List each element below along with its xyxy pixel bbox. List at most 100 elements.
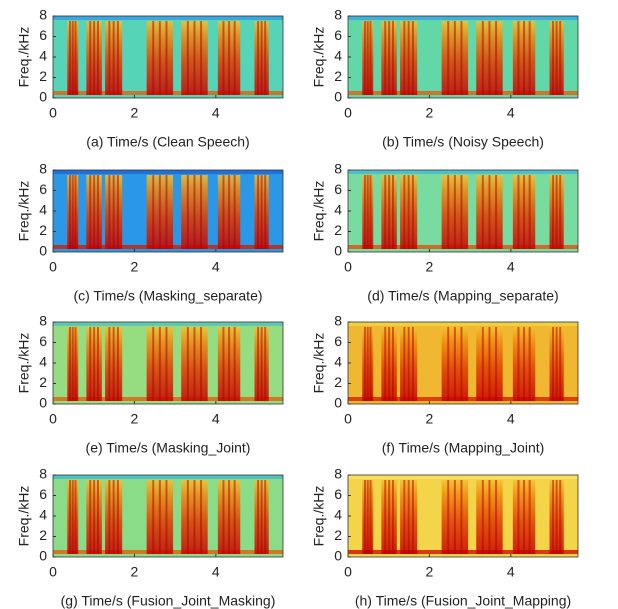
speech-striation <box>74 480 77 554</box>
speech-striation <box>257 175 260 249</box>
x-axis-label: (c) Time/s (Masking_separate) <box>73 288 262 304</box>
speech-striation <box>488 21 491 95</box>
x-axis-label: (f) Time/s (Mapping_Joint) <box>382 440 545 456</box>
speech-striation <box>108 480 111 554</box>
y-tick-label: 6 <box>334 181 342 197</box>
spectrogram: 0 2 4 0 2 4 6 8 Freq./kHz (d) Time/s (Mapping_sep… <box>311 161 579 304</box>
speech-striation <box>71 480 74 554</box>
speech-striation <box>384 327 387 401</box>
speech-striation <box>528 21 531 95</box>
speech-striation <box>257 480 260 554</box>
spectrogram-top-band <box>348 170 578 174</box>
speech-striation <box>68 327 71 401</box>
speech-striation <box>193 480 196 554</box>
speech-striation <box>200 21 203 95</box>
speech-striation <box>228 175 231 249</box>
speech-striation <box>407 480 410 554</box>
speech-striation <box>363 327 366 401</box>
speech-striation <box>68 21 71 95</box>
speech-striation <box>403 21 406 95</box>
speech-striation <box>411 480 414 554</box>
y-tick-label: 2 <box>39 374 47 390</box>
spectrogram: 0 2 4 0 2 4 6 8 Freq./kHz (a) Time/s (Clean Speec… <box>16 7 284 150</box>
speech-striation <box>460 175 463 249</box>
speech-striation <box>228 327 231 401</box>
x-tick-label: 2 <box>131 411 139 427</box>
speech-striation <box>517 480 520 554</box>
speech-striation <box>264 480 267 554</box>
speech-striation <box>96 327 99 401</box>
spectrogram-top-band <box>53 322 283 326</box>
speech-striation <box>68 480 71 554</box>
speech-striation <box>74 327 77 401</box>
speech-striation <box>528 175 531 249</box>
y-tick-label: 2 <box>39 222 47 238</box>
speech-striation <box>228 480 231 554</box>
y-tick-label: 6 <box>39 27 47 43</box>
y-tick-label: 4 <box>334 202 342 218</box>
y-tick-label: 4 <box>39 48 47 64</box>
speech-striation <box>388 21 391 95</box>
speech-striation <box>495 175 498 249</box>
x-tick-label: 2 <box>426 411 434 427</box>
speech-striation <box>366 21 369 95</box>
speech-striation <box>264 21 267 95</box>
speech-striation <box>257 327 260 401</box>
y-tick-label: 8 <box>39 313 47 329</box>
y-tick-label: 4 <box>39 354 47 370</box>
speech-striation <box>366 480 369 554</box>
x-tick-label: 0 <box>49 259 57 275</box>
speech-striation <box>559 327 562 401</box>
speech-striation <box>112 327 115 401</box>
speech-striation <box>186 480 189 554</box>
y-tick-label: 8 <box>39 161 47 177</box>
speech-striation <box>552 327 555 401</box>
speech-striation <box>559 175 562 249</box>
speech-striation <box>384 175 387 249</box>
y-axis-label: Freq./kHz <box>311 27 327 88</box>
speech-striation <box>152 480 155 554</box>
speech-striation <box>447 21 450 95</box>
speech-striation <box>152 327 155 401</box>
speech-striation <box>523 175 526 249</box>
x-tick-label: 2 <box>426 105 434 121</box>
spectrogram-top-band <box>53 16 283 20</box>
speech-striation <box>555 175 558 249</box>
spectrogram-top-band <box>53 170 283 174</box>
speech-striation <box>222 480 225 554</box>
speech-striation <box>222 21 225 95</box>
y-tick-label: 6 <box>39 333 47 349</box>
y-tick-label: 8 <box>39 466 47 482</box>
speech-striation <box>264 175 267 249</box>
x-tick-label: 0 <box>344 259 352 275</box>
spectrogram: 0 2 4 0 2 4 6 8 Freq./kHz (g) Time/s (Fusion_Join… <box>16 466 284 609</box>
spectrogram-top-band <box>53 475 283 479</box>
speech-striation <box>403 480 406 554</box>
speech-striation <box>391 21 394 95</box>
speech-striation <box>193 327 196 401</box>
speech-striation <box>200 175 203 249</box>
x-tick-label: 0 <box>49 411 57 427</box>
speech-striation <box>112 175 115 249</box>
y-tick-label: 0 <box>334 548 342 564</box>
spectrogram: 0 2 4 0 2 4 6 8 Freq./kHz (h) Time/s (Fusion_Join… <box>311 466 579 609</box>
y-tick-label: 2 <box>334 527 342 543</box>
speech-striation <box>260 21 263 95</box>
speech-striation <box>488 327 491 401</box>
speech-striation <box>165 480 168 554</box>
speech-striation <box>186 21 189 95</box>
y-tick-label: 6 <box>39 181 47 197</box>
speech-striation <box>460 21 463 95</box>
x-axis-label: (a) Time/s (Clean Speech) <box>86 134 249 150</box>
speech-striation <box>96 480 99 554</box>
speech-striation <box>74 21 77 95</box>
x-tick-label: 4 <box>212 259 220 275</box>
speech-striation <box>233 480 236 554</box>
speech-striation <box>460 480 463 554</box>
y-tick-label: 2 <box>334 374 342 390</box>
speech-striation <box>108 175 111 249</box>
y-tick-label: 6 <box>334 486 342 502</box>
y-tick-label: 0 <box>39 243 47 259</box>
speech-striation <box>407 175 410 249</box>
speech-striation <box>228 21 231 95</box>
